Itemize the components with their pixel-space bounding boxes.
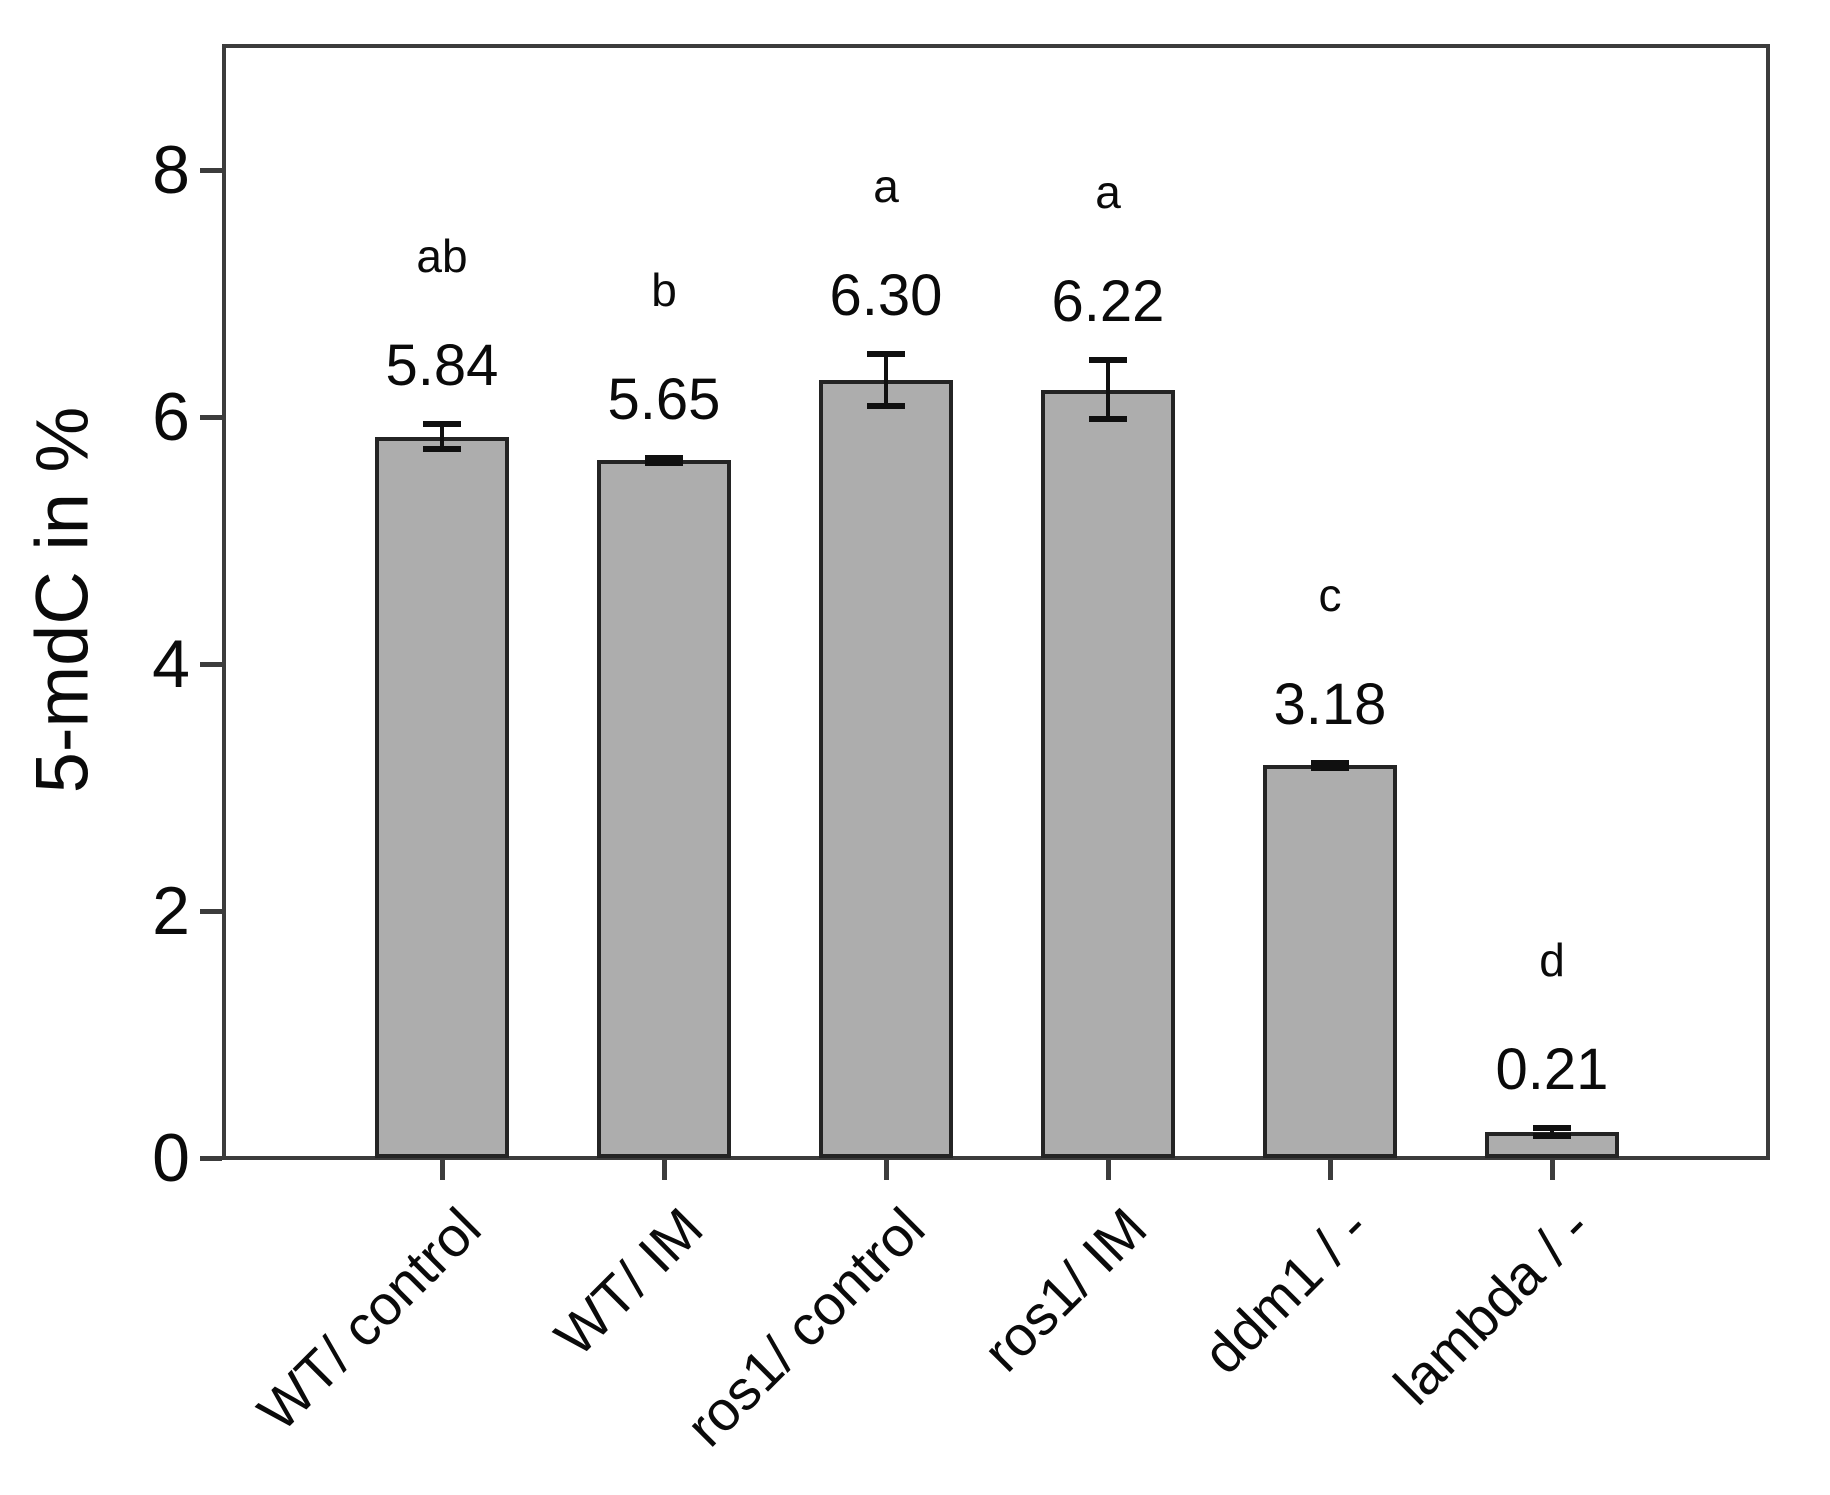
x-tick-mark	[1328, 1158, 1333, 1180]
y-tick-mark	[200, 415, 222, 420]
y-tick-mark	[200, 662, 222, 667]
bar	[819, 380, 953, 1158]
significance-letter: a	[1095, 166, 1121, 219]
bar-value-label: 6.22	[1051, 269, 1165, 335]
bar-value-label: 3.18	[1273, 671, 1387, 737]
y-tick-mark	[200, 1156, 222, 1161]
y-tick-label: 2	[152, 873, 190, 949]
error-bar-cap-top	[423, 421, 461, 428]
bar	[597, 460, 731, 1158]
error-bar-cap-top	[1311, 759, 1349, 766]
error-bar-line	[1106, 360, 1110, 420]
error-bar-cap-top	[1533, 1125, 1571, 1132]
error-bar-line	[884, 354, 888, 406]
error-bar-cap-bottom	[1089, 416, 1127, 423]
significance-letter: b	[651, 263, 677, 316]
bar	[1263, 765, 1397, 1158]
y-tick-label: 4	[152, 626, 190, 702]
y-tick-label: 6	[152, 379, 190, 455]
bar	[375, 437, 509, 1158]
error-bar-line	[440, 424, 444, 450]
x-tick-mark	[1550, 1158, 1555, 1180]
error-bar-cap-bottom	[1311, 764, 1349, 771]
bar-value-label: 0.21	[1495, 1037, 1609, 1103]
x-tick-label: ddm1 / -	[1190, 1195, 1381, 1386]
y-axis-title: 5-mdC in %	[20, 406, 104, 794]
error-bar-line	[1550, 1128, 1554, 1136]
error-bar-cap-bottom	[423, 446, 461, 453]
error-bar-cap-bottom	[867, 402, 905, 409]
error-bar-cap-top	[645, 454, 683, 461]
error-bar-cap-top	[1089, 357, 1127, 364]
significance-letter: a	[873, 160, 899, 212]
error-bar-cap-bottom	[1533, 1132, 1571, 1139]
y-tick-mark	[200, 168, 222, 173]
error-bar-cap-top	[867, 351, 905, 357]
y-tick-mark	[200, 909, 222, 914]
bar-value-label: 6.30	[829, 263, 943, 328]
x-tick-mark	[440, 1158, 445, 1180]
significance-letter: ab	[416, 230, 468, 283]
x-tick-mark	[884, 1158, 889, 1180]
x-tick-label: WT/ IM	[542, 1195, 715, 1368]
significance-letter: d	[1539, 934, 1565, 987]
error-bar-cap-bottom	[645, 459, 683, 466]
x-tick-label: ros1/ IM	[970, 1195, 1159, 1384]
bar-value-label: 5.84	[385, 333, 499, 399]
x-tick-label: lambda / -	[1381, 1195, 1603, 1417]
x-tick-label: ros1/ control	[673, 1195, 937, 1459]
significance-letter: c	[1318, 568, 1342, 621]
y-tick-label: 8	[152, 132, 190, 208]
bar-value-label: 5.65	[607, 366, 721, 432]
bar	[1041, 390, 1175, 1158]
x-tick-mark	[1106, 1158, 1111, 1180]
x-tick-mark	[662, 1158, 667, 1180]
x-tick-label: WT/ control	[245, 1195, 493, 1443]
y-tick-label: 0	[152, 1120, 190, 1196]
